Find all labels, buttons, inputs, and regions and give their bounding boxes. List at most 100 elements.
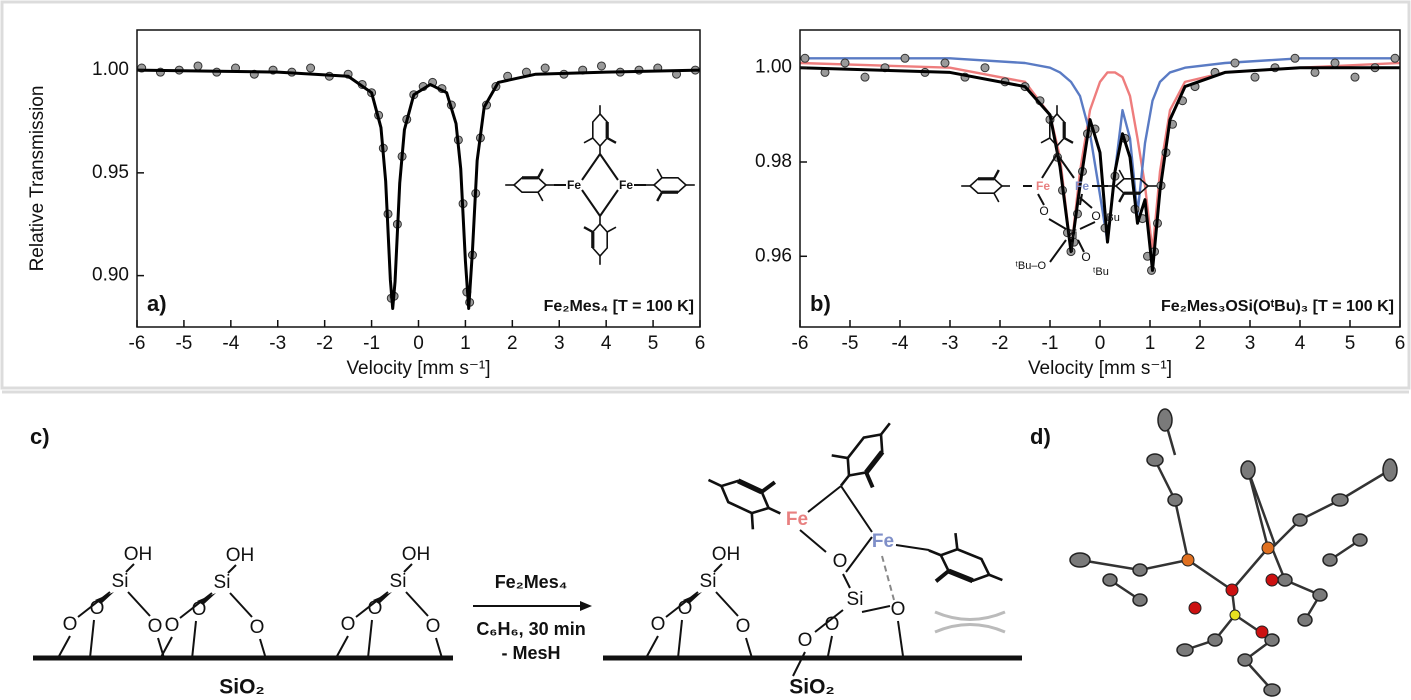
atom: [1277, 573, 1293, 587]
atom: [1176, 643, 1194, 657]
chart: -6 -5 -4 -3 -2 -1 0 1 2 3 4 5 6 0.96 0.98 1.00 Velocity …: [755, 29, 1406, 379]
wedge-bond: [197, 593, 216, 605]
x-tick-label: 5: [1345, 333, 1356, 354]
data-point: [1390, 53, 1400, 63]
data-point: [1310, 67, 1320, 77]
atom-label: ᵗBu: [1093, 266, 1109, 278]
y-axis-label: Relative Transmission: [27, 86, 48, 272]
charts: -6 -5 -4 -3 -2 -1 0 1 2 3 4 5 6 0.90 0.95 1.00 Velocity …: [27, 29, 1406, 379]
wedge-bond: [95, 592, 114, 604]
atom-label: O: [250, 617, 265, 638]
atom-label: O: [426, 616, 441, 637]
y-tick-label: 0.98: [755, 151, 792, 172]
conditions: C₆H₆, 30 min: [476, 619, 585, 639]
bonds: [792, 573, 891, 677]
mesityl: [644, 167, 697, 203]
x-tick-label: 6: [695, 333, 706, 354]
atom: [1157, 408, 1173, 432]
y-tick-label: 1.00: [755, 57, 792, 78]
atom-label: ᵗBu: [1104, 212, 1120, 224]
data-point: [980, 63, 990, 73]
mesityl: [582, 103, 618, 156]
atom: [1322, 553, 1338, 567]
atom-label: Si: [112, 571, 129, 592]
y-tick-label: 0.95: [92, 162, 129, 183]
bonds: [159, 564, 267, 660]
bonds: [645, 563, 753, 659]
x-tick-label: 4: [601, 333, 612, 354]
atom: [1297, 613, 1313, 627]
x-tick-label: -1: [363, 333, 380, 354]
x-tick-label: -5: [842, 333, 859, 354]
wedge-bond: [683, 592, 702, 604]
bonds: [799, 485, 930, 573]
data-point: [596, 61, 606, 71]
annotation: Fe₂Mes₄ [T = 100 K]: [544, 298, 694, 315]
atom: [1146, 453, 1164, 467]
mesityl: [503, 167, 556, 203]
atom-label: O: [1039, 204, 1048, 218]
x-tick-label: -3: [942, 333, 959, 354]
mesityl: [582, 214, 618, 267]
atom-label: O: [63, 614, 78, 635]
atom-label: Si: [700, 571, 717, 592]
atom-label: OH: [402, 544, 431, 565]
plot-frame: [136, 29, 701, 328]
atom-label: Fe: [1075, 179, 1089, 193]
mesityl: [821, 407, 911, 502]
fit-line: [799, 66, 1400, 272]
x-tick-label: -3: [269, 333, 286, 354]
x-tick-label: 1: [1145, 333, 1156, 354]
atom-label: Si: [847, 589, 864, 610]
y-tick-label: 0.96: [755, 245, 792, 266]
data-point: [1330, 58, 1340, 68]
x-tick-label: 6: [1395, 333, 1406, 354]
atom-label: OH: [124, 544, 153, 565]
bond: [897, 620, 904, 657]
data-point: [840, 58, 850, 68]
panel-label: b): [810, 291, 831, 316]
x-tick-label: -2: [992, 333, 1009, 354]
atom-label: Si: [214, 572, 231, 593]
atom-label: O: [825, 614, 840, 635]
data-point: [860, 72, 870, 82]
atom-label: Fe: [872, 531, 894, 552]
data-point: [540, 63, 550, 73]
x-tick-label: -5: [175, 333, 192, 354]
atom-label: O: [341, 614, 356, 635]
fit-line: [136, 68, 701, 310]
gap-symbol: [934, 610, 1006, 634]
x-tick-label: -2: [316, 333, 333, 354]
reagent: Fe₂Mes₄: [495, 572, 568, 592]
panel-label: a): [147, 291, 167, 316]
data-point: [1230, 58, 1240, 68]
data-point: [306, 63, 316, 73]
bonds: [57, 563, 165, 659]
atom-label: Si: [390, 571, 407, 592]
byproduct: - MesH: [501, 643, 560, 663]
atom: [1312, 588, 1328, 602]
x-tick-label: 3: [554, 333, 565, 354]
si-atom: [1229, 609, 1241, 621]
atom-label: O: [368, 598, 383, 619]
atom: [1102, 573, 1118, 587]
x-tick-label: 3: [1245, 333, 1256, 354]
bonds: [335, 563, 443, 659]
scheme: c) SiO₂ SiO₂ Fe₂Mes₄ C₆H₆, 30 min - MesH…: [30, 407, 1022, 699]
atom: [1069, 552, 1091, 568]
atom: [1264, 633, 1280, 647]
bonds: [1079, 419, 1391, 691]
atom-label: Fe: [786, 509, 808, 530]
atom: [1207, 633, 1223, 647]
surface-label: SiO₂: [219, 676, 265, 699]
atom-label: O: [736, 616, 751, 637]
atom-label: O: [833, 551, 848, 572]
atom-label: O: [165, 615, 180, 636]
inset-molecule-b: Fe Fe O O ᵗBu Si ᵗBu–O O ᵗBu: [959, 103, 1159, 278]
data-point: [900, 53, 910, 63]
data-point: [1350, 72, 1360, 82]
y-tick-label: 0.90: [92, 265, 129, 286]
mesityl: [959, 168, 1012, 204]
surface-label: SiO₂: [789, 676, 835, 699]
